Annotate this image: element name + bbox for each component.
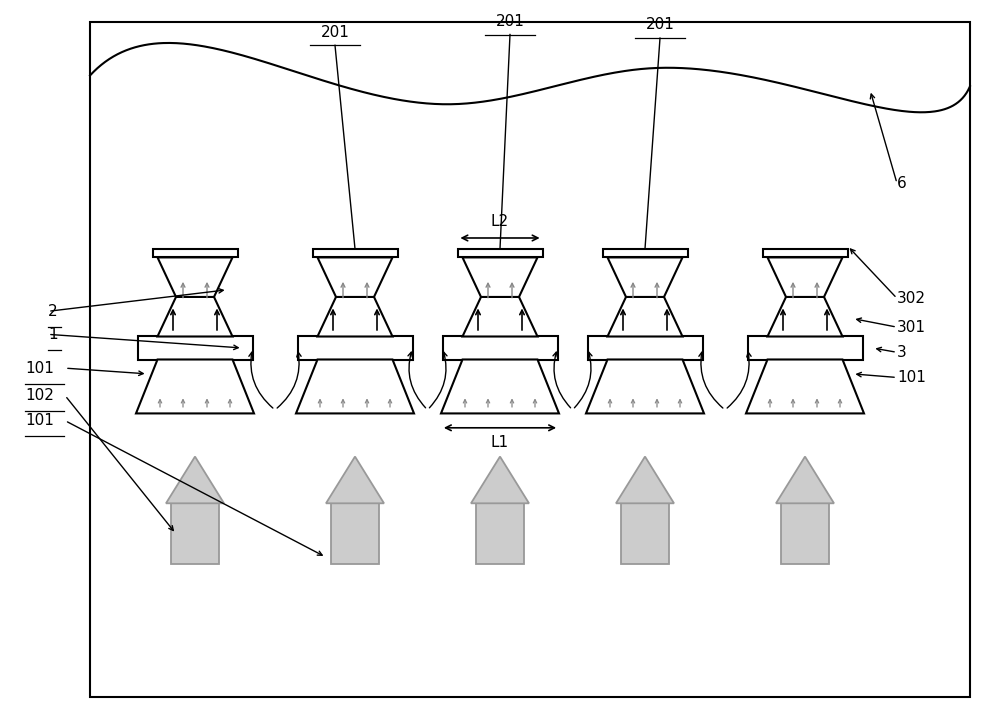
Polygon shape: [462, 257, 538, 297]
Bar: [138, 336, 252, 360]
Polygon shape: [158, 257, 232, 297]
Bar: [312, 249, 398, 257]
Text: 201: 201: [496, 14, 524, 29]
Polygon shape: [318, 297, 392, 336]
Polygon shape: [776, 457, 834, 503]
Bar: [298, 336, 413, 360]
Polygon shape: [621, 503, 669, 564]
Polygon shape: [171, 503, 219, 564]
Text: 102: 102: [25, 388, 54, 403]
Bar: [748, 336, 862, 360]
Bar: [90, 22, 970, 697]
Text: 3: 3: [897, 345, 907, 360]
Polygon shape: [608, 297, 682, 336]
Bar: [458, 249, 542, 257]
Text: 101: 101: [25, 361, 54, 375]
Polygon shape: [331, 503, 379, 564]
Polygon shape: [441, 360, 559, 413]
Bar: [442, 336, 558, 360]
Text: L1: L1: [491, 435, 509, 450]
Polygon shape: [476, 503, 524, 564]
Polygon shape: [136, 360, 254, 413]
Text: 6: 6: [897, 176, 907, 191]
Text: 2: 2: [48, 304, 58, 319]
Polygon shape: [166, 457, 224, 503]
Polygon shape: [586, 360, 704, 413]
Bar: [152, 249, 238, 257]
Text: L2: L2: [491, 214, 509, 229]
Text: 201: 201: [321, 24, 349, 40]
Polygon shape: [296, 360, 414, 413]
Polygon shape: [326, 457, 384, 503]
Polygon shape: [608, 257, 682, 297]
Polygon shape: [616, 457, 674, 503]
Text: 1: 1: [48, 327, 58, 342]
Polygon shape: [471, 457, 529, 503]
Polygon shape: [462, 297, 538, 336]
Bar: [602, 249, 688, 257]
Text: 201: 201: [646, 17, 674, 32]
Polygon shape: [781, 503, 829, 564]
Text: 101: 101: [25, 413, 54, 428]
Polygon shape: [746, 360, 864, 413]
Bar: [588, 336, 702, 360]
Text: 302: 302: [897, 291, 926, 306]
Text: 101: 101: [897, 370, 926, 385]
Polygon shape: [318, 257, 392, 297]
Polygon shape: [768, 257, 842, 297]
Polygon shape: [158, 297, 232, 336]
Text: 301: 301: [897, 320, 926, 334]
Bar: [763, 249, 848, 257]
Polygon shape: [768, 297, 842, 336]
